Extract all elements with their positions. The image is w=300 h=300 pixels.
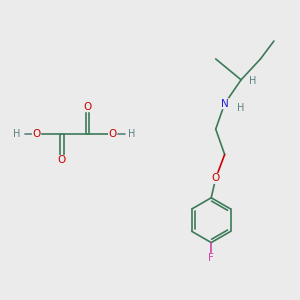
Text: O: O bbox=[212, 173, 220, 183]
Text: H: H bbox=[128, 129, 136, 139]
Text: H: H bbox=[237, 103, 245, 113]
Text: H: H bbox=[249, 76, 256, 86]
Text: O: O bbox=[58, 155, 66, 166]
Text: F: F bbox=[208, 254, 214, 263]
Text: H: H bbox=[14, 129, 21, 139]
Text: O: O bbox=[32, 129, 41, 139]
Text: N: N bbox=[221, 99, 229, 109]
Text: O: O bbox=[83, 102, 92, 112]
Text: O: O bbox=[109, 129, 117, 139]
